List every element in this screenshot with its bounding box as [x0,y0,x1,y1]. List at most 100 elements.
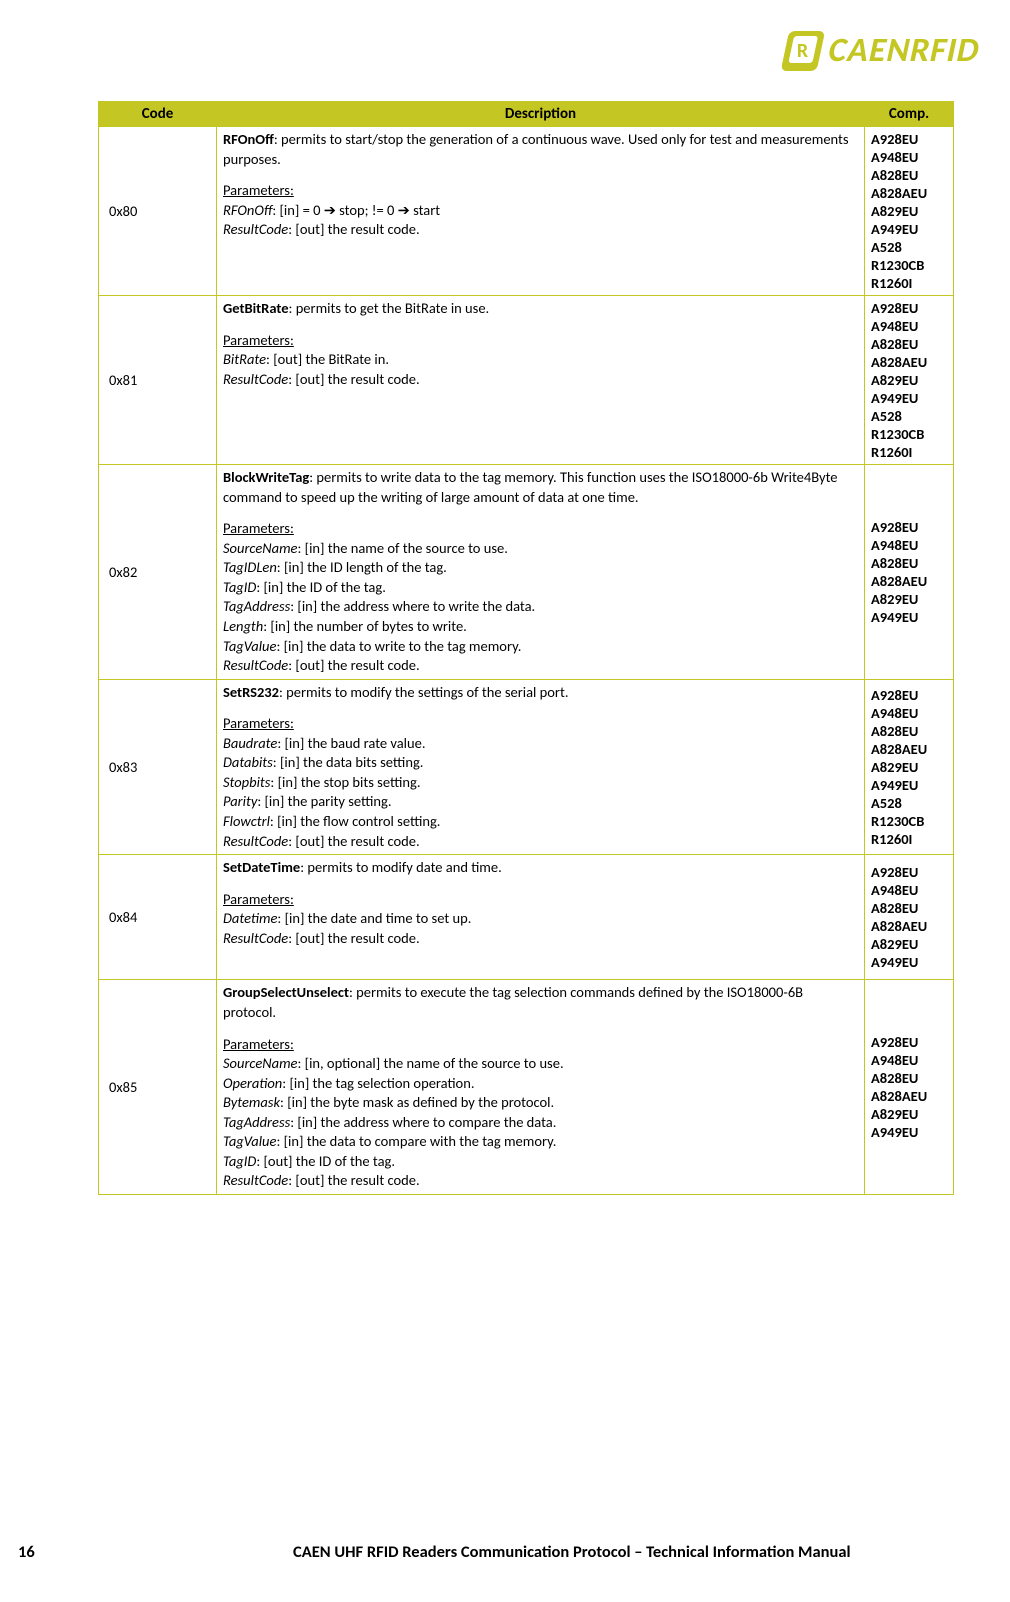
command-summary: : permits to start/stop the generation o… [223,130,849,168]
parameter-name: SourceName [223,539,297,557]
compat-model: A948EU [871,1051,947,1069]
code-cell: 0x85 [99,980,217,1195]
compat-model: A828EU [871,554,947,572]
parameter-line: TagID: [out] the ID of the tag. [223,1152,858,1172]
footer-title: CAEN UHF RFID Readers Communication Prot… [78,1542,1010,1562]
logo-text: CAENRFID [825,30,985,71]
parameter-text: : [in] the data to compare with the tag … [276,1132,556,1150]
compatibility-cell: A928EUA948EUA828EUA828AEUA829EUA949EU [865,855,954,980]
command-summary: : permits to modify date and time. [300,858,502,876]
parameter-name: RFOnOff [223,201,272,219]
parameter-line: Bytemask: [in] the byte mask as defined … [223,1093,858,1113]
spacer [223,948,858,976]
brand-logo: CAENRFID [781,30,985,71]
command-summary: : permits to modify the settings of the … [279,683,568,701]
parameter-name: Databits [223,753,273,771]
compat-model: A948EU [871,881,947,899]
compatibility-cell: A928EUA948EUA828EUA828AEUA829EUA949EUA52… [865,127,954,296]
description-cell: BlockWriteTag: permits to write data to … [217,465,865,680]
command-summary: : permits to get the BitRate in use. [289,299,490,317]
parameter-line: SourceName: [in] the name of the source … [223,539,858,559]
parameter-name: Length [223,617,263,635]
compat-model: A928EU [871,299,947,317]
compat-model: A828EU [871,335,947,353]
compat-model: A828AEU [871,1087,947,1105]
parameter-line: Stopbits: [in] the stop bits setting. [223,773,858,793]
compat-model: A828EU [871,1069,947,1087]
table-row: 0x82BlockWriteTag: permits to write data… [99,465,954,680]
header-comp: Comp. [865,102,954,127]
compat-model: A949EU [871,220,947,238]
compat-model: R1230CB [871,256,947,274]
code-cell: 0x83 [99,679,217,855]
parameter-text: : [in] the address where to compare the … [290,1113,556,1131]
parameter-text: : [in] the ID of the tag. [256,578,386,596]
code-cell: 0x82 [99,465,217,680]
compat-model: A828AEU [871,740,947,758]
description-cell: GetBitRate: permits to get the BitRate i… [217,296,865,465]
parameter-name: TagAddress [223,1113,290,1131]
compat-model: A928EU [871,518,947,536]
parameter-name: SourceName [223,1054,297,1072]
parameters-heading: Parameters: [223,331,858,351]
compat-model: A928EU [871,130,947,148]
compat-model: A828AEU [871,353,947,371]
description-cell: GroupSelectUnselect: permits to execute … [217,980,865,1195]
page-number: 16 [18,1542,78,1562]
parameter-text: : [out] the ID of the tag. [256,1152,395,1170]
parameter-name: ResultCode [223,1171,288,1189]
compatibility-cell: A928EUA948EUA828EUA828AEUA829EUA949EUA52… [865,679,954,855]
compat-model: A948EU [871,704,947,722]
parameter-line: TagID: [in] the ID of the tag. [223,578,858,598]
parameter-text: : [in] the baud rate value. [277,734,425,752]
parameter-text: : [in] the stop bits setting. [270,773,420,791]
parameter-line: TagValue: [in] the data to write to the … [223,637,858,657]
compat-model: A528 [871,794,947,812]
compat-model: A928EU [871,1033,947,1051]
parameter-name: TagIDLen [223,558,277,576]
parameter-line: Baudrate: [in] the baud rate value. [223,734,858,754]
table-row: 0x81GetBitRate: permits to get the BitRa… [99,296,954,465]
table-row: 0x80 RFOnOff : permits to start/stop the g… [99,127,954,296]
parameter-name: ResultCode [223,832,288,850]
parameters-heading: Parameters: [223,714,858,734]
parameter-line: RFOnOff: [in] = 0 ➔ stop; != 0 ➔ start [223,201,858,221]
page-header: CAENRFID [20,20,990,101]
code-cell: 0x80 [99,127,217,296]
parameter-line: ResultCode: [out] the result code. [223,220,858,240]
parameter-text: : [out] the result code. [288,929,419,947]
parameter-text: : [in] = 0 ➔ stop; != 0 ➔ start [272,201,440,219]
command-name: SetRS232 [223,683,279,701]
compat-model: A948EU [871,536,947,554]
table-row: 0x84SetDateTime: permits to modify date … [99,855,954,980]
compatibility-cell: A928EUA948EUA828EUA828AEUA829EUA949EUA52… [865,296,954,465]
parameter-line: ResultCode: [out] the result code. [223,929,858,949]
parameter-name: Stopbits [223,773,270,791]
parameter-name: Baudrate [223,734,277,752]
parameter-line: Datetime: [in] the date and time to set … [223,909,858,929]
parameter-line: SourceName: [in, optional] the name of t… [223,1054,858,1074]
parameter-text: : [in] the ID length of the tag. [277,558,447,576]
parameter-line: TagIDLen: [in] the ID length of the tag. [223,558,858,578]
compat-model: R1260I [871,443,947,461]
compat-model: R1230CB [871,425,947,443]
compat-model: A928EU [871,863,947,881]
command-table: Code Description Comp. 0x80RFOnOff: perm… [98,101,954,1195]
parameter-name: Bytemask [223,1093,280,1111]
parameter-text: : [in, optional] the name of the source … [297,1054,563,1072]
parameter-name: ResultCode [223,929,288,947]
parameter-name: TagID [223,578,256,596]
parameter-text: : [in] the data bits setting. [273,753,424,771]
compat-model: A829EU [871,371,947,389]
header-description: Description [217,102,865,127]
parameter-name: Datetime [223,909,277,927]
table-row: 0x85GroupSelectUnselect: permits to exec… [99,980,954,1195]
parameter-text: : [out] the result code. [288,832,419,850]
compat-model: A828AEU [871,184,947,202]
parameter-name: ResultCode [223,370,288,388]
compat-model: A828AEU [871,917,947,935]
parameter-line: TagValue: [in] the data to compare with … [223,1132,858,1152]
command-name: SetDateTime [223,858,300,876]
description-cell: SetDateTime: permits to modify date and … [217,855,865,980]
parameter-text: : [in] the byte mask as defined by the p… [280,1093,554,1111]
